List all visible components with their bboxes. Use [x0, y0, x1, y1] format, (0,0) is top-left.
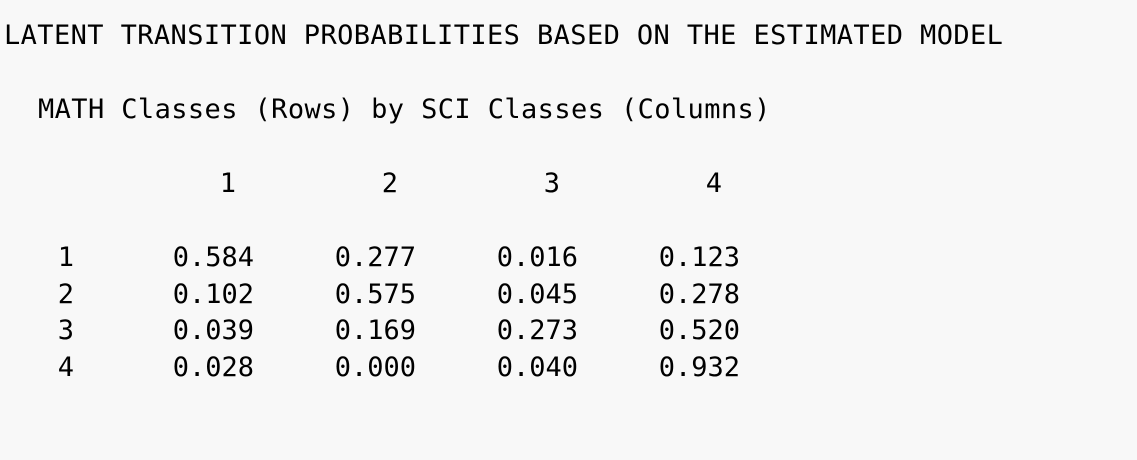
table-subtitle: MATH Classes (Rows) by SCI Classes (Colu…: [38, 94, 771, 125]
cell-r2-c1: 0.102: [172, 279, 254, 310]
cell-r4-c4: 0.932: [658, 352, 740, 383]
column-header-1: 1: [219, 168, 236, 199]
cell-r3-c1: 0.039: [172, 315, 254, 346]
row-label-3: 3: [57, 315, 74, 346]
cell-r1-c3: 0.016: [496, 242, 578, 273]
cell-r4-c3: 0.040: [496, 352, 578, 383]
cell-r1-c1: 0.584: [172, 242, 254, 273]
column-header-4: 4: [705, 168, 722, 199]
cell-r1-c4: 0.123: [658, 242, 740, 273]
table-title: LATENT TRANSITION PROBABILITIES BASED ON…: [4, 20, 1004, 51]
column-header-3: 3: [543, 168, 560, 199]
cell-r3-c4: 0.520: [658, 315, 740, 346]
row-label-2: 2: [57, 279, 74, 310]
column-header-2: 2: [381, 168, 398, 199]
cell-r2-c2: 0.575: [334, 279, 416, 310]
row-label-1: 1: [57, 242, 74, 273]
cell-r3-c2: 0.169: [334, 315, 416, 346]
cell-r3-c3: 0.273: [496, 315, 578, 346]
row-label-4: 4: [57, 352, 74, 383]
cell-r2-c3: 0.045: [496, 279, 578, 310]
cell-r4-c2: 0.000: [334, 352, 416, 383]
cell-r4-c1: 0.028: [172, 352, 254, 383]
cell-r1-c2: 0.277: [334, 242, 416, 273]
cell-r2-c4: 0.278: [658, 279, 740, 310]
